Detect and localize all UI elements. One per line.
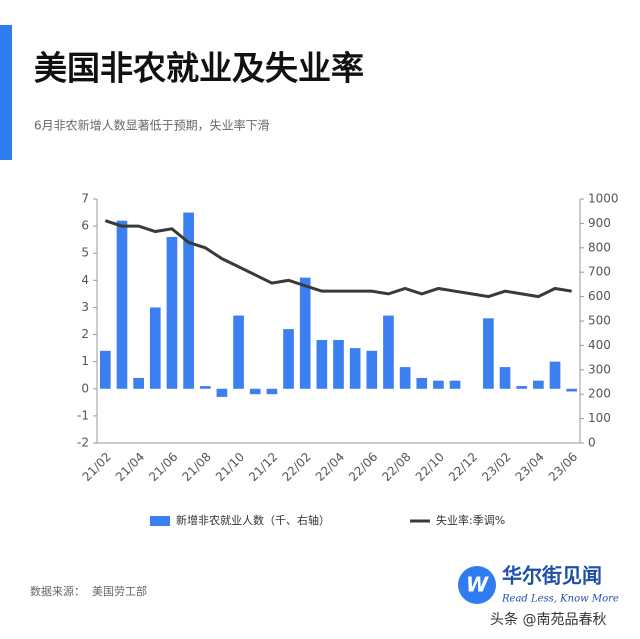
bar (216, 388, 228, 397)
bar (399, 367, 411, 389)
x-tick-label: 23/02 (479, 450, 513, 484)
x-tick-label: 21/06 (146, 450, 180, 484)
x-tick-label: 22/06 (346, 450, 380, 484)
bar (433, 380, 444, 389)
bar (183, 212, 194, 389)
x-tick-label: 23/06 (546, 450, 580, 484)
bar (233, 315, 244, 389)
logo-icon (458, 566, 496, 604)
y2-tick-label: 200 (588, 387, 611, 401)
x-tick-label: 21/02 (80, 450, 114, 484)
x-tick-label: 22/02 (279, 450, 313, 484)
y-tick-label: 5 (81, 246, 89, 260)
bar (416, 377, 428, 389)
x-tick-label: 22/04 (313, 450, 347, 484)
x-tick-label: 22/12 (446, 450, 480, 484)
bar (366, 350, 378, 389)
source-label: 数据来源： (30, 584, 85, 598)
bar (383, 315, 394, 389)
y-tick-label: 0 (81, 381, 89, 395)
bar (199, 386, 211, 389)
x-tick-label: 22/08 (379, 450, 413, 484)
accent-bar (0, 25, 12, 160)
x-tick-label: 21/04 (113, 450, 147, 484)
bar (516, 386, 528, 389)
y-tick-label: 6 (81, 219, 89, 233)
y2-tick-label: 800 (588, 240, 611, 254)
y2-tick-label: 700 (588, 265, 611, 279)
legend-label: 失业率:季调% (436, 513, 505, 527)
chart-subtitle: 6月非农新增人数显著低于预期，失业率下滑 (34, 118, 270, 133)
y2-tick-label: 500 (588, 314, 611, 328)
bar (133, 377, 144, 389)
y2-tick-label: 1000 (588, 192, 619, 206)
x-tick-label: 23/04 (513, 450, 547, 484)
y2-tick-label: 900 (588, 216, 611, 230)
y-tick-label: 4 (81, 273, 89, 287)
bar (266, 388, 278, 395)
bar (316, 339, 328, 389)
bar (166, 236, 178, 389)
line (104, 219, 572, 299)
bar (499, 367, 511, 389)
y-tick-label: -1 (77, 408, 89, 422)
y2-tick-label: 400 (588, 338, 611, 352)
y-tick-label: 7 (81, 192, 89, 206)
y-tick-label: 2 (81, 327, 89, 341)
bar (249, 388, 261, 395)
x-tick-label: 21/08 (179, 450, 213, 484)
bar (549, 361, 561, 389)
y-tick-label: 3 (81, 300, 89, 314)
y-tick-label: -2 (77, 436, 89, 450)
bar (116, 220, 128, 389)
watermark: 头条 @南苑品春秋 (490, 611, 606, 628)
bar (483, 318, 494, 389)
source: 美国劳工部 (92, 584, 147, 598)
bar (349, 348, 361, 389)
x-tick-label: 21/12 (246, 450, 280, 484)
bar (283, 329, 294, 389)
brand: 华尔街见闻 (502, 564, 602, 588)
bar (533, 380, 544, 389)
y-tick-label: 1 (81, 354, 89, 368)
bar (449, 380, 461, 389)
x-tick-label: 22/10 (413, 450, 447, 484)
y2-tick-label: 300 (588, 362, 611, 376)
logo-mark: W (466, 573, 489, 597)
chart-title: 美国非农就业及失业率 (34, 49, 364, 88)
bar (99, 350, 111, 389)
bar (149, 307, 161, 389)
slogan: Read Less, Know More (501, 594, 619, 605)
x-tick-label: 21/10 (213, 450, 247, 484)
y2-tick-label: 100 (588, 411, 611, 425)
legend-label: 新增非农就业人数（千、右轴） (176, 513, 330, 527)
bar (566, 388, 578, 392)
y2-tick-label: 600 (588, 289, 611, 303)
y2-tick-label: 0 (588, 436, 596, 450)
legend-swatch (150, 516, 170, 526)
bar (333, 339, 344, 389)
bar (299, 277, 311, 389)
